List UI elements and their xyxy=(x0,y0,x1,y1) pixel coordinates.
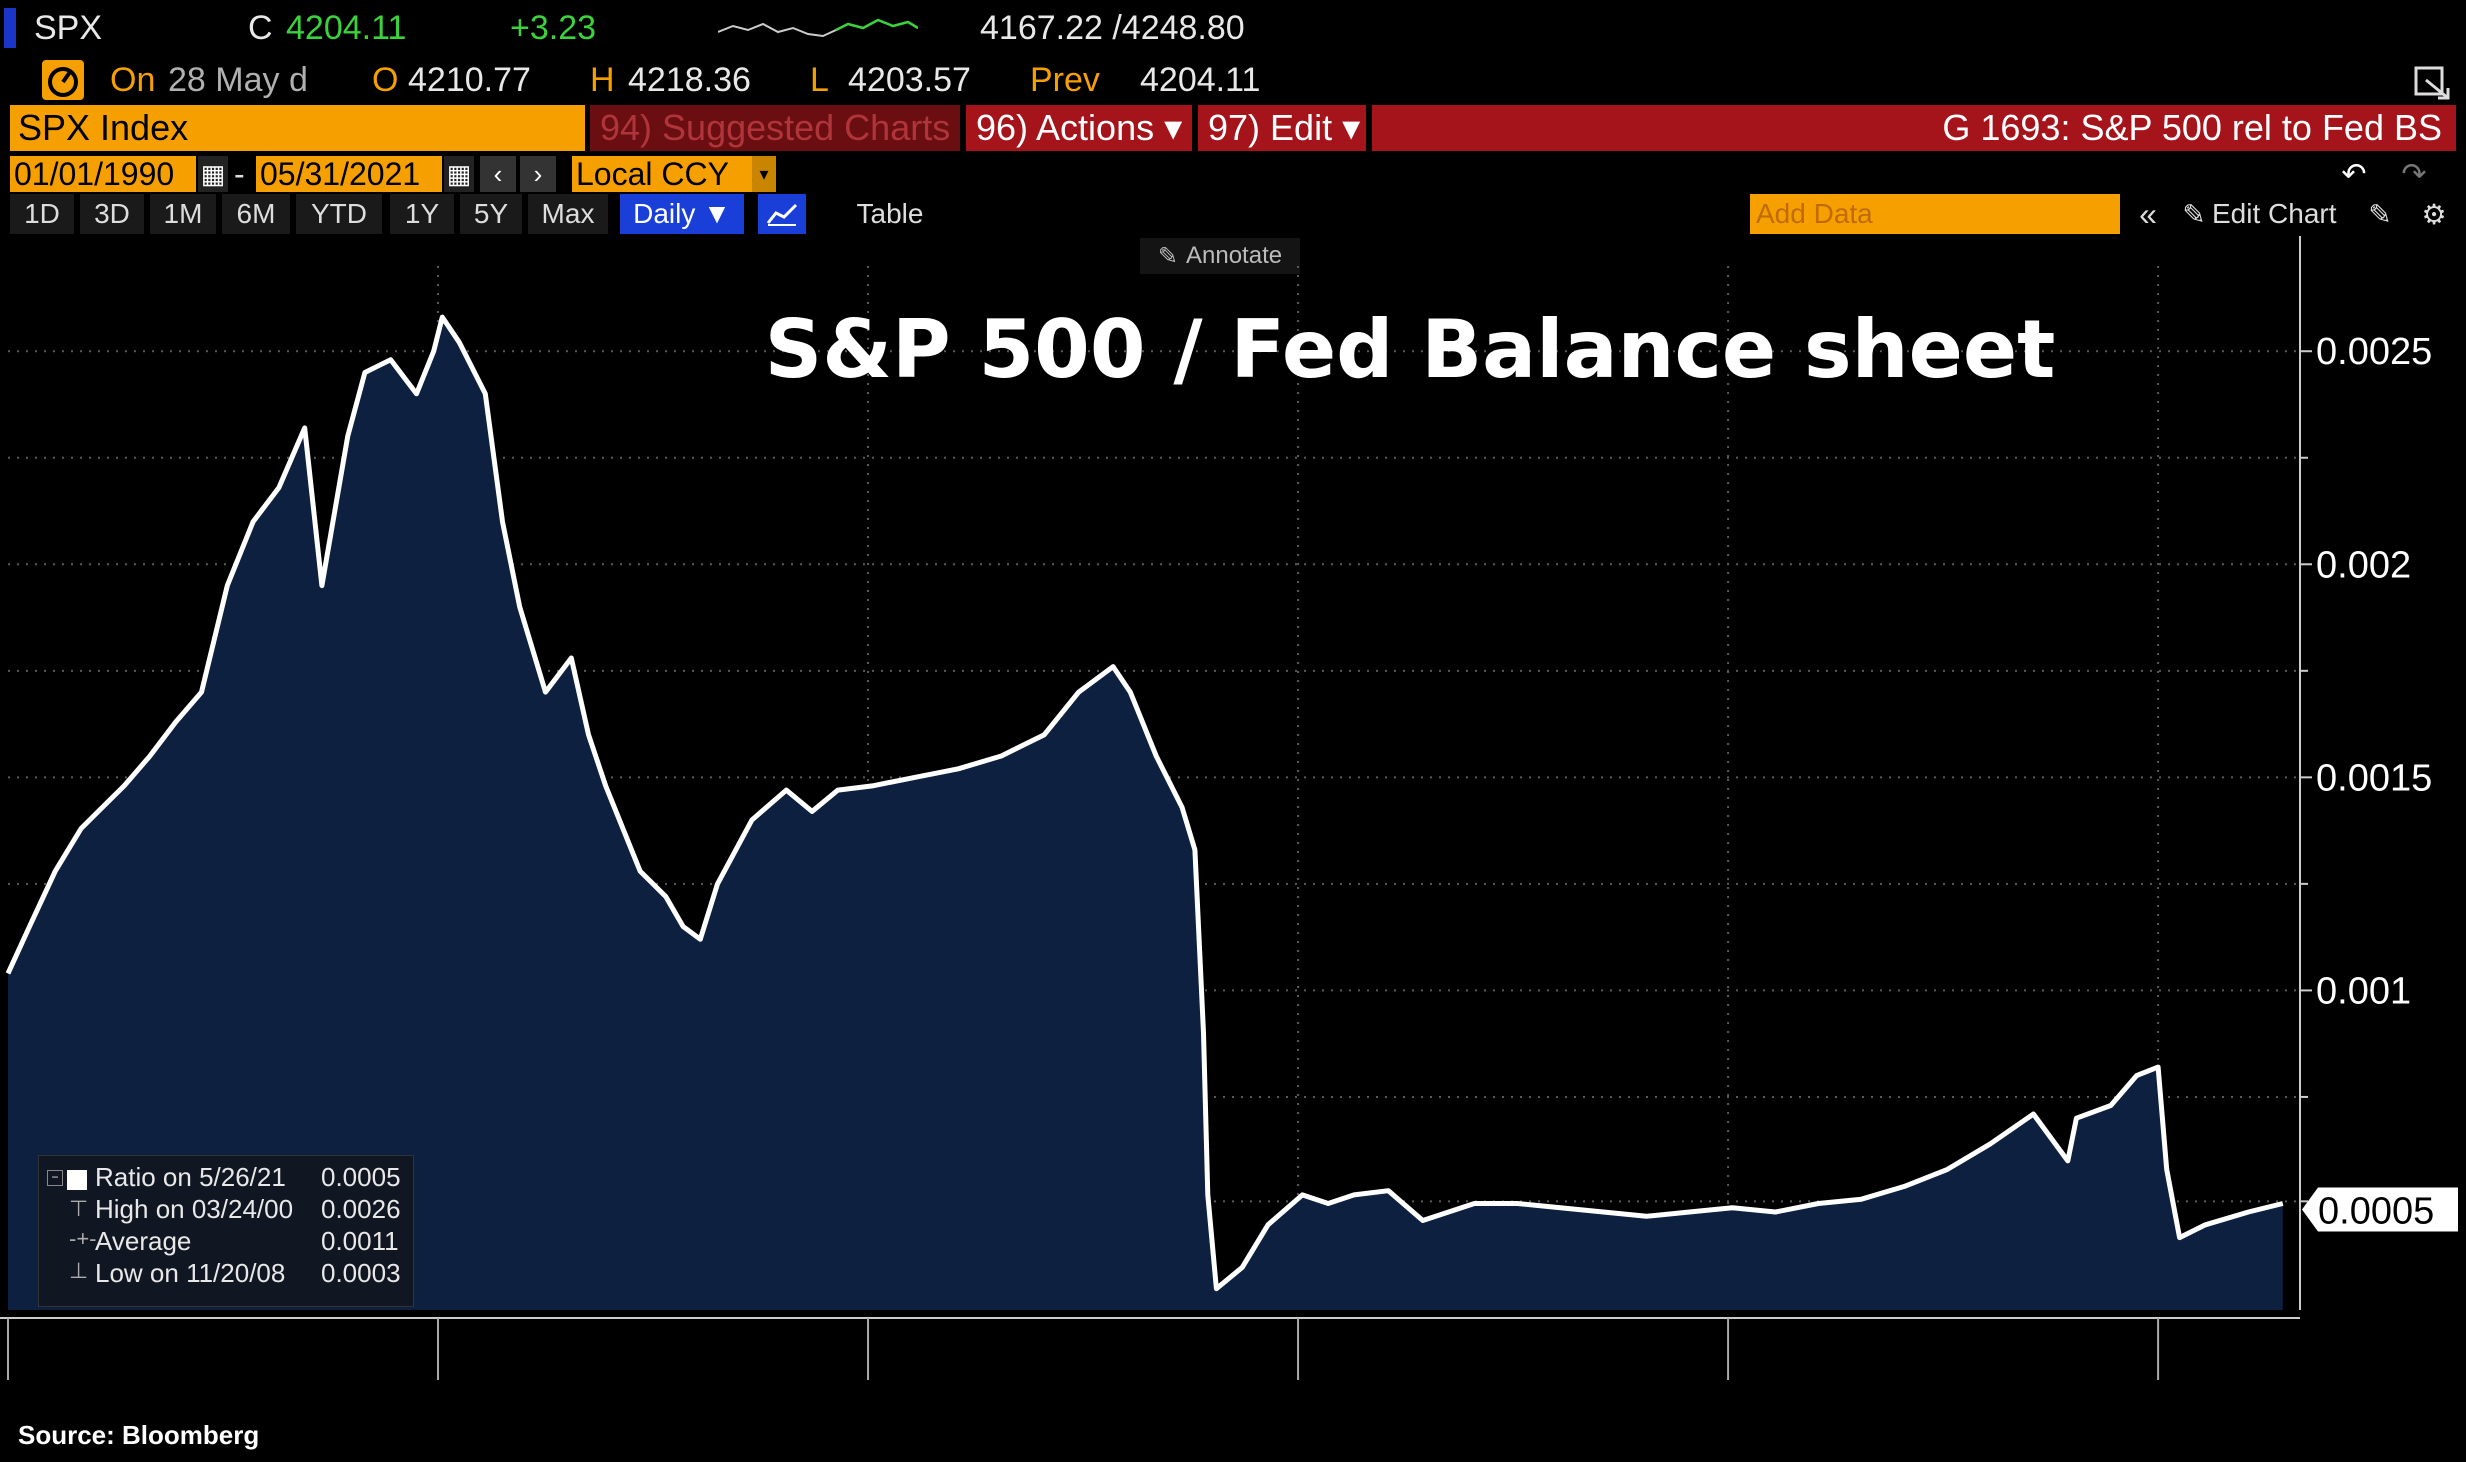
range-tab[interactable]: YTD xyxy=(296,194,382,234)
legend-high-value: 0.0026 xyxy=(321,1194,401,1224)
change-value: +3.23 xyxy=(510,8,597,47)
area-fill xyxy=(8,317,2283,1311)
chart-title: S&P 500 / Fed Balance sheet xyxy=(765,303,2056,396)
high-label: H xyxy=(590,60,615,99)
quote-line: SPX C 4204.11 +3.23 4167.22 /4248.80 xyxy=(0,0,2466,56)
legend-ratio-value: 0.0005 xyxy=(321,1162,401,1192)
undo-icon[interactable]: ↶ xyxy=(2336,156,2372,192)
y-tick-label: 0.002 xyxy=(2316,544,2411,586)
chart-type-icon[interactable] xyxy=(758,194,806,234)
title-bar xyxy=(1372,105,2456,151)
legend-average-value: 0.0011 xyxy=(321,1226,399,1256)
high-value: 4218.36 xyxy=(628,60,751,99)
range-tab[interactable]: 5Y xyxy=(460,194,522,234)
alert-icon[interactable] xyxy=(42,60,84,100)
day-range: 4167.22 /4248.80 xyxy=(980,8,1245,47)
low-marker-icon: ⊥ xyxy=(69,1258,89,1283)
legend-box: − Ratio on 5/26/21 0.0005 ⊤ High on 03/2… xyxy=(38,1155,414,1307)
legend-ratio-label: Ratio on 5/26/21 xyxy=(95,1162,286,1192)
redo-icon[interactable]: ↷ xyxy=(2396,156,2432,192)
x-tick-label: 1995-1999 xyxy=(127,1401,318,1406)
legend-low-label: Low on 11/20/08 xyxy=(95,1258,286,1288)
ohlc-line: On 28 May d O 4210.77 H 4218.36 L 4203.5… xyxy=(0,56,2466,104)
range-tab[interactable]: 1M xyxy=(150,194,216,234)
prev-label: Prev xyxy=(1030,60,1100,99)
x-tick-label: 2015-2019 xyxy=(1847,1401,2038,1406)
range-tab[interactable]: 1Y xyxy=(390,194,454,234)
security-input[interactable]: SPX Index xyxy=(10,105,585,151)
open-value: 4210.77 xyxy=(408,60,531,99)
legend-high-label: High on 03/24/00 xyxy=(95,1194,294,1224)
currency-select[interactable]: Local CCY xyxy=(572,156,752,192)
pencil-icon: ✎ xyxy=(1157,242,1178,270)
y-tick-label: 0.001 xyxy=(2316,970,2411,1012)
gear-icon[interactable]: ⚙ xyxy=(2416,194,2452,234)
suggested-charts-menu[interactable]: 94) Suggested Charts xyxy=(600,107,951,148)
range-tab[interactable]: Max xyxy=(528,194,608,234)
prev-period-icon[interactable]: ‹ xyxy=(480,156,516,192)
x-tick-label: 2005-2009 xyxy=(987,1401,1178,1406)
edit-bg xyxy=(1198,105,1366,151)
frequency-select[interactable]: Daily ▼ xyxy=(620,194,744,234)
range-tab[interactable]: 6M xyxy=(222,194,290,234)
range-tab[interactable]: 1D xyxy=(10,194,74,234)
quote-date: 28 May d xyxy=(168,60,308,99)
low-label: L xyxy=(810,60,829,99)
actions-menu[interactable]: 96) Actions ▾ xyxy=(976,107,1183,148)
actions-bg xyxy=(966,105,1192,151)
table-button[interactable]: Table xyxy=(820,194,960,234)
next-period-icon[interactable]: › xyxy=(520,156,556,192)
last-value-marker xyxy=(2302,1187,2458,1232)
end-date-field[interactable]: 05/31/2021 xyxy=(256,156,442,192)
start-date-field[interactable]: 01/01/1990 xyxy=(10,156,196,192)
collapse-icon[interactable]: « xyxy=(2126,194,2170,234)
calendar-icon[interactable]: ▦ xyxy=(198,156,228,192)
ratio-swatch xyxy=(67,1170,87,1190)
chart-area: 0.0025 0.002 0.0015 0.001 1995-1999 2000-200… xyxy=(0,236,2458,1406)
x-tick-label: 2010-2014 xyxy=(1417,1401,1608,1406)
edit-settings-icon[interactable]: ✎ xyxy=(2362,194,2398,234)
ticker-color-mark xyxy=(4,8,16,48)
series-line xyxy=(5,314,2284,1292)
close-value: 4204.11 xyxy=(286,8,407,47)
prev-value: 4204.11 xyxy=(1140,60,1261,99)
pencil-icon: ✎ xyxy=(2176,194,2212,234)
annotate-button[interactable]: ✎ Annotate xyxy=(1140,238,1300,274)
on-label: On xyxy=(110,60,156,99)
range-tab[interactable]: 3D xyxy=(80,194,144,234)
last-value-label: 0.0005 xyxy=(2318,1190,2434,1232)
y-tick-label: 0.0015 xyxy=(2316,757,2432,799)
collapse-legend-icon[interactable]: − xyxy=(47,1170,63,1186)
high-marker-icon: ⊤ xyxy=(69,1196,89,1221)
sparkline-icon xyxy=(718,18,918,38)
date-separator: - xyxy=(234,156,245,192)
chart-function-title: G 1693: S&P 500 rel to Fed BS xyxy=(1942,107,2442,148)
average-marker-icon: -+- xyxy=(69,1226,97,1251)
edit-chart-button[interactable]: Edit Chart xyxy=(2212,194,2352,234)
chevron-down-icon[interactable]: ▾ xyxy=(752,156,776,192)
ticker-symbol[interactable]: SPX xyxy=(34,8,103,47)
calendar-icon[interactable]: ▦ xyxy=(444,156,474,192)
close-label: C xyxy=(248,8,273,47)
x-tick-label: 2000-2004 xyxy=(557,1401,748,1406)
add-data-input[interactable]: Add Data xyxy=(1750,194,2120,234)
open-label: O xyxy=(372,60,399,99)
annotate-label: Annotate xyxy=(1186,242,1283,269)
suggested-charts-bg xyxy=(590,105,960,151)
legend-average-label: Average xyxy=(95,1226,192,1256)
low-value: 4203.57 xyxy=(848,60,971,99)
legend-low-value: 0.0003 xyxy=(321,1258,401,1288)
y-tick-label: 0.0025 xyxy=(2316,331,2432,373)
source-note: Source: Bloomberg xyxy=(18,1420,260,1450)
edit-menu[interactable]: 97) Edit ▾ xyxy=(1208,107,1361,148)
popout-icon[interactable] xyxy=(2412,60,2452,100)
